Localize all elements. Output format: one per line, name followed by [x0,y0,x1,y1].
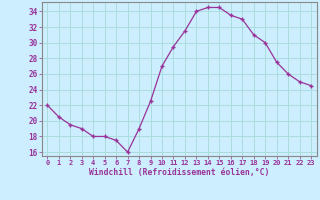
X-axis label: Windchill (Refroidissement éolien,°C): Windchill (Refroidissement éolien,°C) [89,168,269,177]
